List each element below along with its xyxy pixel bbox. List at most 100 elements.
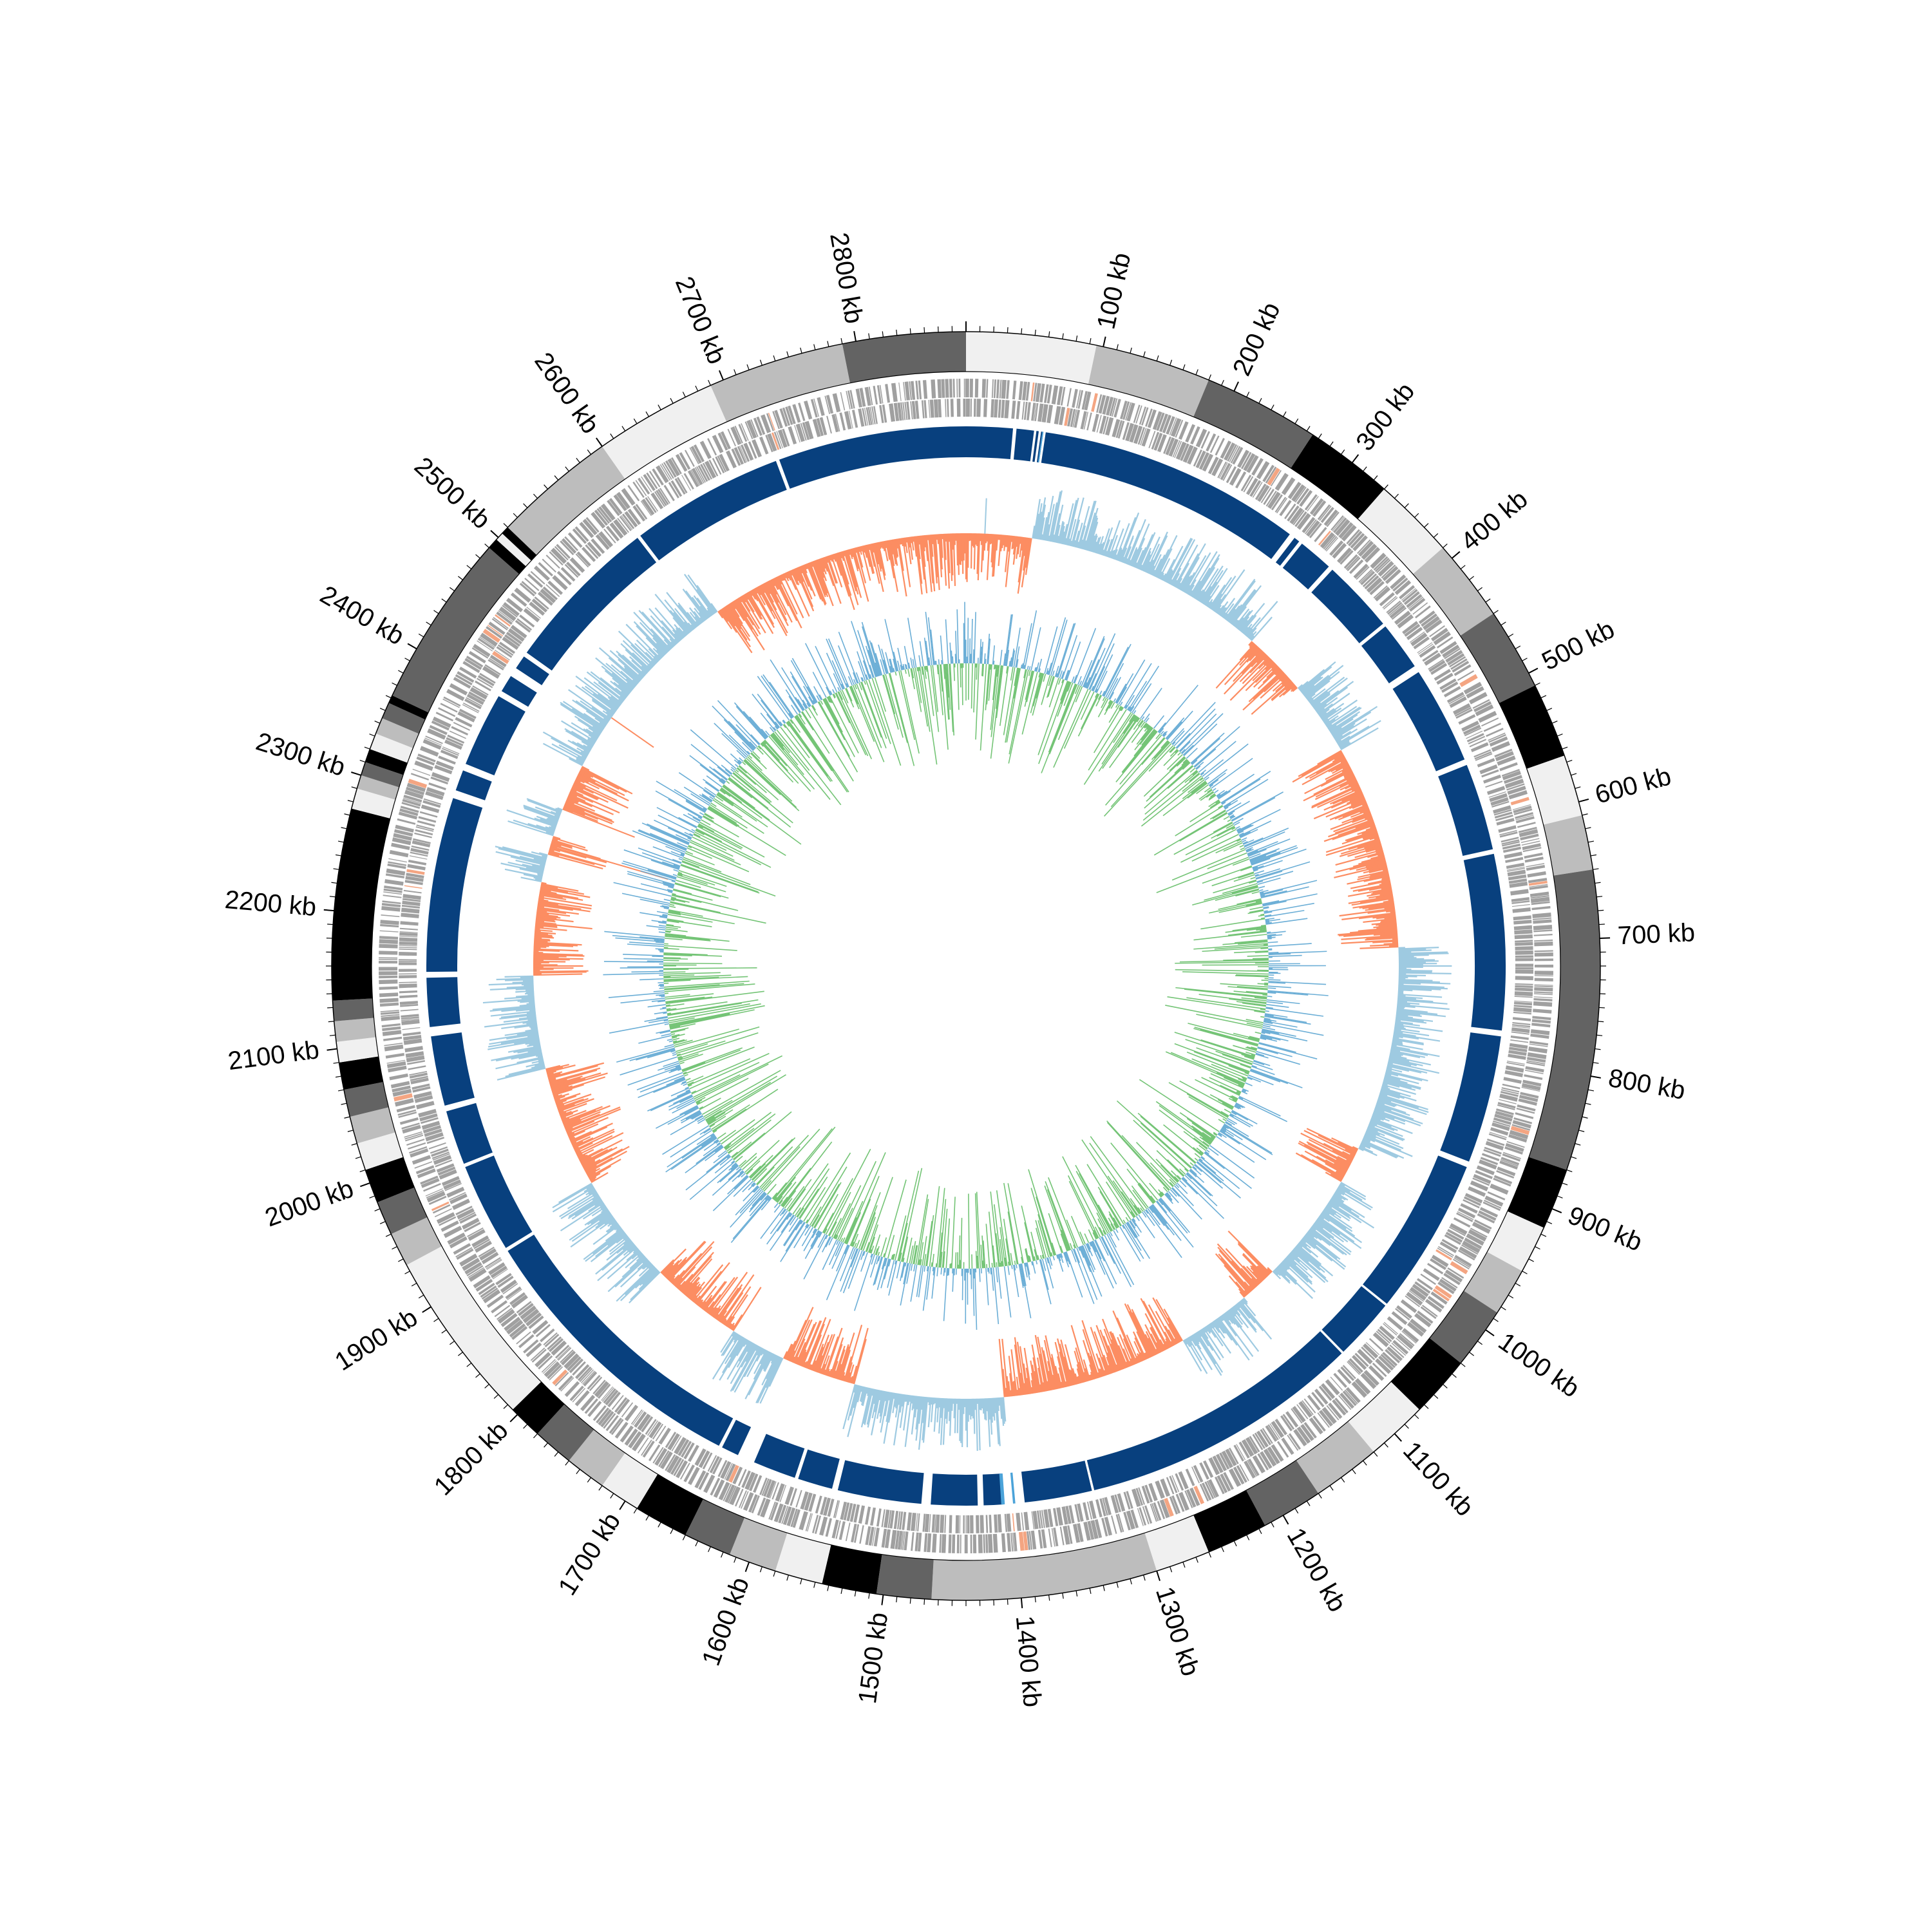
gene-feature xyxy=(1215,438,1225,456)
gene-feature xyxy=(766,413,774,431)
gc-bar-below xyxy=(1352,1146,1359,1150)
gene-feature xyxy=(598,506,612,523)
gene-feature xyxy=(899,1511,904,1530)
minor-tick xyxy=(426,621,431,626)
gc-bar-below xyxy=(1341,831,1378,845)
skew-bar-negative xyxy=(1239,844,1244,848)
gene-feature xyxy=(1025,382,1030,401)
gene-feature xyxy=(1511,900,1530,904)
gene-feature xyxy=(987,1534,993,1553)
gc-bar-above xyxy=(1105,538,1113,557)
gene-feature xyxy=(1126,1491,1133,1509)
alignment-block xyxy=(455,770,492,800)
gene-feature xyxy=(1360,1372,1377,1389)
gc-bar-above xyxy=(1050,491,1061,542)
gc-bar-above xyxy=(873,1389,878,1405)
gc-bar-below xyxy=(1242,672,1285,711)
gc-bar-above xyxy=(1128,547,1138,566)
gene-feature xyxy=(1396,1338,1411,1351)
gene-feature xyxy=(397,1109,417,1116)
gc-bar-below xyxy=(666,1256,688,1279)
gene-feature xyxy=(1503,1077,1522,1084)
gene-feature xyxy=(675,453,688,472)
gene-feature xyxy=(1488,791,1506,798)
gc-bar-below xyxy=(1042,1382,1046,1392)
gene-feature xyxy=(1126,402,1135,422)
gc-bar-above xyxy=(1273,1269,1279,1276)
gc-bar-above xyxy=(978,1398,981,1451)
gc-bar-above xyxy=(1336,728,1358,743)
gc-bar-below xyxy=(840,1349,851,1381)
gc-bar-above xyxy=(677,602,698,628)
gene-feature xyxy=(1515,815,1534,820)
gc-bar-below xyxy=(1356,862,1387,871)
gc-bar-above xyxy=(1339,741,1350,748)
tick-label: 200 kb xyxy=(1227,298,1286,380)
gene-feature xyxy=(1530,895,1549,899)
gc-bar-above xyxy=(1052,534,1055,542)
gc-bar-below xyxy=(772,578,779,591)
skew-bar-positive xyxy=(1217,790,1227,799)
alignment-block xyxy=(966,426,1014,460)
gene-feature xyxy=(983,399,988,417)
gene-feature xyxy=(645,1419,657,1435)
gc-bar-below xyxy=(896,538,907,597)
gene-feature xyxy=(1529,1043,1548,1047)
gc-bar-below xyxy=(539,891,579,900)
gc-bar-above xyxy=(583,677,621,706)
gc-bar-below xyxy=(537,903,591,913)
gc-bar-above xyxy=(575,676,620,709)
gc-bar-below xyxy=(558,1104,575,1112)
gc-bar-above xyxy=(1033,498,1041,539)
gene-feature xyxy=(1533,1009,1552,1014)
gc-bar-below xyxy=(1317,750,1342,765)
gc-bar-below xyxy=(1338,930,1397,936)
gc-bar-below xyxy=(554,1093,569,1100)
gc-bar-below xyxy=(762,583,777,611)
gene-feature xyxy=(1229,445,1239,462)
gc-bar-below xyxy=(1099,1368,1104,1377)
skew-bar-negative xyxy=(1189,801,1221,822)
gc-bar-below xyxy=(1017,536,1021,554)
gene-feature xyxy=(637,1414,651,1431)
gc-bar-below xyxy=(1364,815,1372,820)
gene-feature xyxy=(923,400,927,419)
skew-bar-positive xyxy=(1209,779,1219,787)
gc-bar-above xyxy=(736,1338,748,1356)
gc-bar-above xyxy=(1374,1108,1421,1126)
gene-feature xyxy=(592,1405,607,1421)
gene-feature xyxy=(1096,394,1103,413)
gc-bar-above xyxy=(1217,1318,1238,1346)
gc-bar-above xyxy=(514,1038,540,1045)
gc-bar-below xyxy=(565,799,575,805)
gc-bar-above xyxy=(539,864,545,867)
gc-bar-below xyxy=(1139,1352,1145,1361)
gene-feature xyxy=(1236,1465,1247,1483)
gene-feature xyxy=(1464,727,1482,737)
skew-bar-negative xyxy=(1173,822,1233,855)
gene-feature xyxy=(402,797,422,804)
gc-bar-above xyxy=(1278,1264,1298,1282)
gc-bar-above xyxy=(1340,1182,1345,1187)
skew-bar-positive xyxy=(1170,728,1184,744)
skew-bar-negative xyxy=(1211,871,1255,887)
gc-bar-above xyxy=(1278,1265,1314,1299)
skew-bar-positive xyxy=(1088,673,1097,690)
gc-bar-below xyxy=(864,545,871,567)
gene-feature xyxy=(1374,558,1390,573)
alignment-block xyxy=(516,656,549,685)
gene-feature xyxy=(1534,971,1553,976)
gc-bar-above xyxy=(597,693,619,710)
minor-tick xyxy=(1075,1590,1078,1597)
gene-feature xyxy=(654,1448,668,1466)
gc-bar-above xyxy=(519,1003,535,1007)
gene-feature xyxy=(1137,427,1145,445)
gene-feature xyxy=(450,1193,468,1204)
gene-feature xyxy=(1332,1399,1347,1416)
gc-bar-above xyxy=(632,1248,639,1254)
gc-bar-above xyxy=(1393,1032,1416,1037)
gc-bar-below xyxy=(1164,1331,1173,1347)
gc-bar-above xyxy=(1169,579,1173,585)
gc-bar-above xyxy=(1235,1303,1257,1331)
skew-bar-negative xyxy=(992,665,998,701)
